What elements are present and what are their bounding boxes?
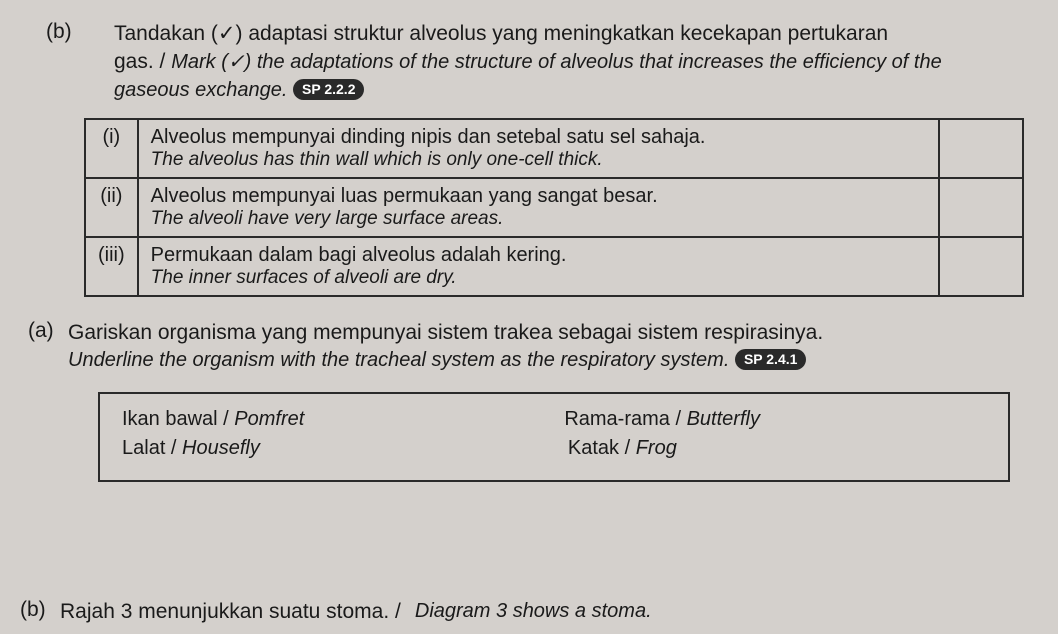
question-a-label: (a) bbox=[28, 319, 58, 374]
tick-cell[interactable] bbox=[939, 178, 1023, 237]
table-row: (i) Alveolus mempunyai dinding nipis dan… bbox=[85, 119, 1023, 178]
sp-badge-241: SP 2.4.1 bbox=[735, 349, 806, 370]
option-index: (i) bbox=[85, 119, 138, 178]
option-index: (iii) bbox=[85, 237, 138, 296]
option-ms: Permukaan dalam bagi alveolus adalah ker… bbox=[151, 244, 926, 267]
question-a: (a) Gariskan organisma yang mempunyai si… bbox=[28, 319, 1030, 482]
choice-en: Butterfly bbox=[687, 408, 760, 430]
option-text: Permukaan dalam bagi alveolus adalah ker… bbox=[138, 237, 939, 296]
choice-en: Housefly bbox=[182, 437, 260, 459]
tick-cell[interactable] bbox=[939, 237, 1023, 296]
choice-row: Ikan bawal / Pomfret Rama-rama / Butterf… bbox=[122, 408, 986, 431]
table-row: (ii) Alveolus mempunyai luas permukaan y… bbox=[85, 178, 1023, 237]
question-b-text: Tandakan (✓) adaptasi struktur alveolus … bbox=[114, 20, 942, 104]
qa-ms: Gariskan organisma yang mempunyai sistem… bbox=[68, 319, 823, 347]
sp-badge-222: SP 2.2.2 bbox=[293, 79, 364, 100]
options-table: (i) Alveolus mempunyai dinding nipis dan… bbox=[84, 118, 1024, 297]
option-text: Alveolus mempunyai luas permukaan yang s… bbox=[138, 178, 939, 237]
option-index: (ii) bbox=[85, 178, 138, 237]
question-a-stem: (a) Gariskan organisma yang mempunyai si… bbox=[28, 319, 1030, 374]
qa-en-wrap: Underline the organism with the tracheal… bbox=[68, 347, 823, 374]
choice-frog[interactable]: Katak / Frog bbox=[568, 437, 677, 460]
choice-ms: Lalat bbox=[122, 437, 165, 459]
choice-pomfret[interactable]: Ikan bawal / Pomfret bbox=[122, 408, 304, 431]
bottom-ms: Rajah 3 menunjukkan suatu stoma. / bbox=[60, 598, 401, 626]
qb-line2-ms: gas. / bbox=[114, 50, 171, 73]
qb-line1-ms: Tandakan (✓) adaptasi struktur alveolus … bbox=[114, 20, 942, 48]
option-text: Alveolus mempunyai dinding nipis dan set… bbox=[138, 119, 939, 178]
option-en: The alveolus has thin wall which is only… bbox=[151, 149, 926, 171]
qb-line3-en: gaseous exchange. bbox=[114, 79, 287, 101]
question-b-label: (b) bbox=[46, 20, 72, 44]
choice-en: Frog bbox=[636, 437, 677, 459]
choice-en: Pomfret bbox=[234, 408, 304, 430]
choice-butterfly[interactable]: Rama-rama / Butterfly bbox=[564, 408, 760, 431]
question-b-stem: (b) Tandakan (✓) adaptasi struktur alveo… bbox=[28, 20, 1030, 104]
question-a-text: Gariskan organisma yang mempunyai sistem… bbox=[68, 319, 823, 374]
bottom-en: Diagram 3 shows a stoma. bbox=[415, 598, 652, 626]
choice-box: Ikan bawal / Pomfret Rama-rama / Butterf… bbox=[98, 392, 1010, 482]
choice-ms: Rama-rama bbox=[564, 408, 670, 430]
question-b2-label: (b) bbox=[20, 598, 50, 626]
question-b: (b) Tandakan (✓) adaptasi struktur alveo… bbox=[28, 20, 1030, 297]
question-b-next: (b) Rajah 3 menunjukkan suatu stoma. / D… bbox=[20, 598, 652, 626]
tick-cell[interactable] bbox=[939, 119, 1023, 178]
choice-housefly[interactable]: Lalat / Housefly bbox=[122, 437, 260, 460]
qb-line2-en: Mark (✓) the adaptations of the structur… bbox=[171, 51, 942, 73]
option-en: The inner surfaces of alveoli are dry. bbox=[151, 267, 926, 289]
option-ms: Alveolus mempunyai luas permukaan yang s… bbox=[151, 185, 926, 208]
choice-ms: Ikan bawal bbox=[122, 408, 218, 430]
choice-ms: Katak bbox=[568, 437, 619, 459]
table-row: (iii) Permukaan dalam bagi alveolus adal… bbox=[85, 237, 1023, 296]
choice-row: Lalat / Housefly Katak / Frog bbox=[122, 437, 986, 460]
qb-line3: gaseous exchange. SP 2.2.2 bbox=[114, 77, 942, 104]
qb-line2: gas. / Mark (✓) the adaptations of the s… bbox=[114, 48, 942, 76]
option-en: The alveoli have very large surface area… bbox=[151, 208, 926, 230]
qa-en: Underline the organism with the tracheal… bbox=[68, 349, 729, 371]
option-ms: Alveolus mempunyai dinding nipis dan set… bbox=[151, 126, 926, 149]
